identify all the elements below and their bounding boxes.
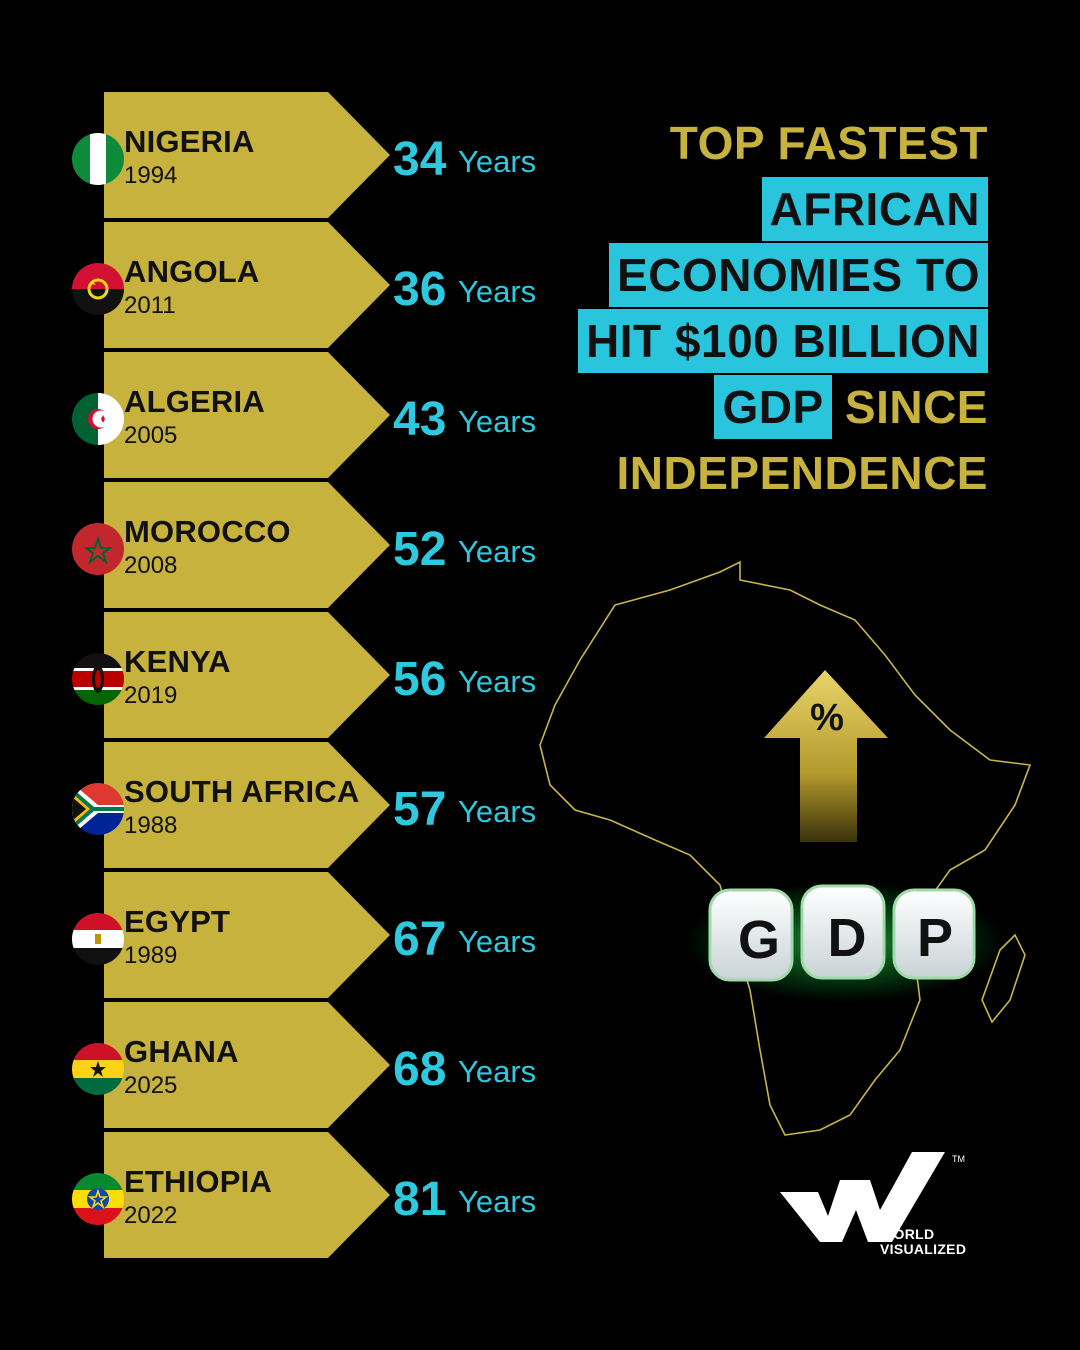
arrow-tag-shape [104,612,390,738]
country-row: ETHIOPIA 2022 81 Years [0,1132,560,1258]
die-g-letter: G [738,910,780,970]
country-name: ETHIOPIA [124,1164,273,1199]
africa-gdp-illustration: % G D P [539,560,1032,1136]
die-d [800,884,886,980]
country-name: ALGERIA [124,384,265,419]
title-line-3: ECONOMIES TO [578,243,988,307]
country-name: NIGERIA [124,124,255,159]
title-line-5-text: SINCE [831,381,988,433]
country-row: MOROCCO 2008 52 Years [0,482,560,608]
africa-outline [539,560,1032,1136]
years-unit: Years [458,534,537,569]
title-line-2: AFRICAN [578,177,988,241]
die-p-letter: P [917,908,953,968]
arrow-tag-shape [104,222,390,348]
country-name: GHANA [124,1034,239,1069]
arrow-tag-shape [104,1132,390,1258]
page-title: TOP FASTEST AFRICAN ECONOMIES TO HIT $10… [578,118,988,498]
title-line-4: HIT $100 BILLION [578,309,988,373]
gdp-dice: G D P [708,884,976,982]
title-line-3-text: ECONOMIES TO [609,243,988,307]
angola-flag-icon [72,263,124,315]
title-line-4-text: HIT $100 BILLION [578,309,988,373]
kenya-flag-icon [72,653,124,705]
die-d-letter: D [828,908,867,968]
brand-line-1: WORLD [880,1226,935,1242]
arrow-tag-shape [104,1002,390,1128]
country-name: ANGOLA [124,254,260,289]
country-name: MOROCCO [124,514,291,549]
algeria-flag-icon [72,393,124,445]
country-name: SOUTH AFRICA [124,774,360,809]
brand-line-2: VISUALIZED [880,1241,967,1257]
arrow-tag-shape [104,742,390,868]
south-africa-flag-icon [72,783,124,835]
nigeria-flag-icon [72,133,124,185]
title-line-5-highlight: GDP [714,375,832,439]
arrow-tag-shape [104,92,390,218]
years-unit: Years [458,404,537,439]
years-value: 68 [393,1043,447,1096]
milestone-year: 2008 [124,552,178,579]
country-row: ANGOLA 2011 36 Years [0,222,560,348]
years-value: 36 [393,263,447,316]
title-line-6: INDEPENDENCE [616,447,988,499]
years-unit: Years [458,1184,537,1219]
country-name: KENYA [124,644,231,679]
years-unit: Years [458,664,537,699]
years-unit: Years [458,144,537,179]
title-line-2-text: AFRICAN [761,177,988,241]
years-unit: Years [458,924,537,959]
country-name: EGYPT [124,904,231,939]
years-unit: Years [458,274,537,309]
years-value: 57 [393,783,447,836]
country-row: ALGERIA 2005 43 Years [0,352,560,478]
milestone-year: 2011 [124,292,176,319]
country-row: KENYA 2019 56 Years [0,612,560,738]
arrow-tag-shape [104,482,390,608]
milestone-year: 1989 [124,942,178,969]
milestone-year: 2005 [124,422,178,449]
milestone-year: 2025 [124,1072,178,1099]
years-unit: Years [458,1054,537,1089]
trademark-label: TM [952,1154,965,1164]
years-value: 81 [393,1173,447,1226]
ghana-flag-icon [72,1043,124,1095]
arrow-tag-shape [104,872,390,998]
country-row: EGYPT 1989 67 Years [0,872,560,998]
die-p [892,888,976,980]
country-row: GHANA 2025 68 Years [0,1002,560,1128]
years-value: 52 [393,523,447,576]
years-value: 56 [393,653,447,706]
years-value: 43 [393,393,447,446]
years-value: 34 [393,133,447,186]
title-line-1: TOP FASTEST [669,117,988,169]
years-unit: Years [458,794,537,829]
title-line-5: GDP SINCE [578,375,988,439]
country-row: SOUTH AFRICA 1988 57 Years [0,742,560,868]
arrow-percent-label: % [810,697,844,739]
years-value: 67 [393,913,447,966]
milestone-year: 1988 [124,812,178,839]
world-visualized-logo-icon: TM [780,1152,965,1242]
ethiopia-flag-icon [72,1173,124,1225]
egypt-flag-icon [72,913,124,965]
arrow-tag-shape [104,352,390,478]
milestone-year: 2019 [124,682,178,709]
morocco-flag-icon [72,523,124,575]
milestone-year: 1994 [124,162,178,189]
up-arrow-icon [764,670,888,842]
country-row: NIGERIA 1994 34 Years [0,92,560,218]
country-list: NIGERIA 1994 34 Years ANGOLA 2011 36 Years ALGER… [0,92,560,1258]
die-g [708,888,794,982]
milestone-year: 2022 [124,1202,178,1229]
